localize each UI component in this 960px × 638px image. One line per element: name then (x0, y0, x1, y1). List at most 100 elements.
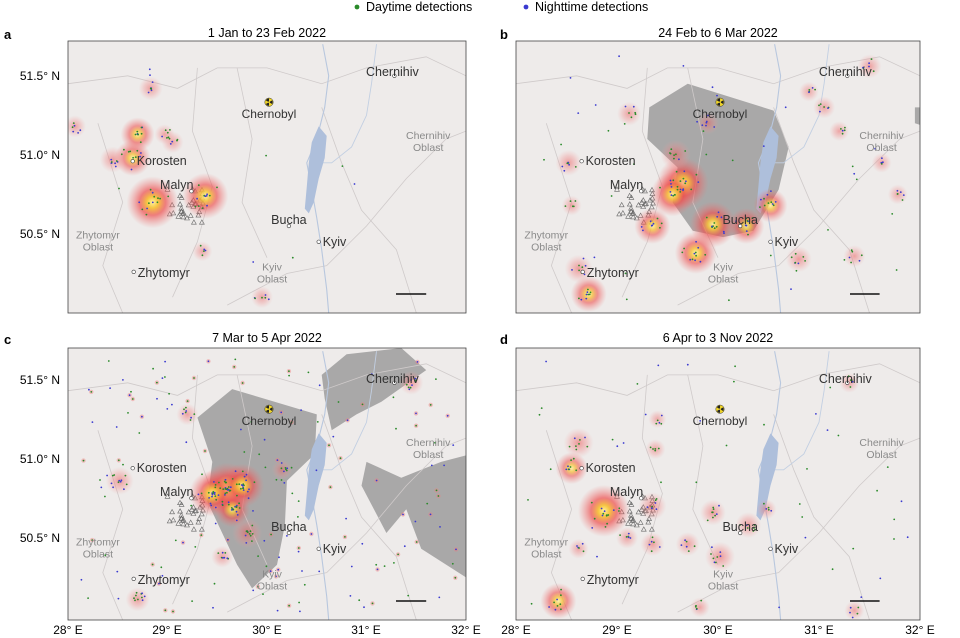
detection-dot (238, 483, 241, 486)
detection-dot (734, 365, 736, 368)
detection-dot (851, 616, 854, 619)
detection-dot (344, 536, 346, 538)
terrain-triangle (184, 522, 190, 528)
detection-dot (684, 182, 687, 185)
detection-dot (257, 555, 259, 557)
detection-dot (134, 599, 136, 602)
detection-dot (171, 140, 174, 143)
detection-dot (739, 524, 741, 526)
oblast-label: Kyiv Oblast (257, 568, 287, 592)
detection-dot (570, 459, 572, 462)
detection-dot (612, 509, 615, 511)
detection-dot (285, 469, 288, 472)
terrain-triangle (625, 213, 632, 219)
detection-dot (149, 74, 151, 76)
detection-dot (628, 112, 630, 114)
terrain-triangle (640, 526, 647, 532)
terrain-triangle (177, 201, 184, 207)
detection-dot (88, 388, 90, 391)
map-panel-d: d 6 Apr to 3 Nov 2022 Zhytomyr Oblast Cher… (500, 331, 921, 621)
detection-dot (713, 227, 716, 230)
city-label: Kyiv (775, 542, 799, 556)
detection-dot (578, 264, 580, 267)
detection-dot (128, 394, 131, 397)
detection-dot (182, 541, 184, 544)
fire-hotspot (192, 241, 213, 262)
detection-dot (632, 105, 635, 108)
detection-dot (224, 478, 227, 481)
terrain-triangle (643, 200, 649, 206)
detection-dot (107, 360, 110, 362)
detection-dot (794, 252, 797, 255)
terrain-triangle (185, 508, 192, 515)
detection-dot (896, 189, 899, 192)
detection-dot (682, 188, 685, 191)
detection-dot (297, 516, 299, 518)
panel-title: 6 Apr to 3 Nov 2022 (663, 331, 774, 345)
detection-dot (596, 555, 598, 558)
detection-dot (234, 470, 237, 473)
detection-dot (728, 299, 730, 302)
detection-dot (530, 602, 533, 605)
detection-dot (593, 517, 596, 520)
detection-dot (191, 600, 194, 602)
admin-boundary (687, 374, 719, 565)
detection-dot (802, 256, 805, 258)
detection-dot (245, 479, 248, 482)
detection-dot (857, 606, 860, 609)
detection-dot (221, 504, 224, 507)
detection-dot (879, 577, 882, 580)
detection-dot (151, 201, 154, 204)
city-label: Bucha (722, 520, 757, 534)
detection-dot (197, 184, 200, 187)
city-marker (286, 530, 292, 536)
terrain-triangle (628, 501, 635, 507)
detection-dot (298, 601, 300, 604)
detection-dot (670, 183, 672, 185)
detection-dot (203, 250, 205, 253)
detection-dot (585, 297, 588, 300)
terrain-triangle (630, 213, 637, 220)
detection-dot (275, 575, 277, 578)
lat-tick-label: 51.5° N (20, 373, 60, 387)
detection-dot (630, 116, 633, 119)
detection-dot (669, 191, 672, 193)
detection-dot (120, 153, 123, 156)
detection-dot (794, 261, 797, 264)
detection-dot (141, 596, 143, 599)
detection-dot (455, 548, 457, 551)
detection-dot (233, 366, 236, 368)
detection-dot (228, 490, 231, 492)
detection-dot (606, 522, 608, 525)
detection-dot (587, 288, 589, 291)
detection-dot (670, 194, 673, 197)
detection-dot (527, 499, 529, 501)
city-marker (639, 189, 644, 194)
terrain-triangle (628, 208, 634, 214)
detection-dot (283, 482, 286, 484)
detection-dot (675, 170, 678, 173)
detection-dot (276, 609, 279, 612)
detection-dot (193, 413, 196, 415)
detection-dot (140, 132, 143, 135)
fire-hotspot (563, 427, 594, 458)
terrain-triangle (184, 215, 190, 221)
detection-dot (569, 200, 572, 203)
detection-dot (204, 249, 207, 252)
detection-dot (318, 384, 321, 387)
detection-dot (148, 68, 151, 71)
detection-dot (168, 392, 171, 395)
detection-dot (201, 473, 203, 476)
detection-dot (171, 403, 173, 406)
detection-dot (563, 169, 566, 172)
detection-dot (850, 249, 853, 252)
city-label: Korosten (586, 461, 636, 475)
detection-dot (429, 513, 432, 516)
detection-dot (829, 386, 832, 389)
detection-dot (695, 254, 697, 257)
detection-dot (288, 604, 290, 607)
terrain-triangle (637, 519, 644, 525)
detection-dot (690, 188, 693, 191)
detection-dot (226, 491, 228, 494)
